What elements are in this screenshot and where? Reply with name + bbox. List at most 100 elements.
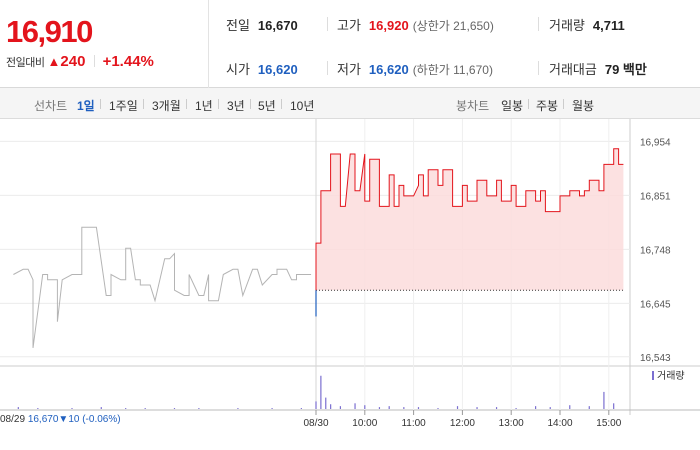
volume-bar — [237, 408, 239, 409]
volume-bar — [456, 406, 459, 409]
period-3m[interactable]: 3개월 — [152, 99, 181, 113]
volume-bar — [315, 401, 317, 409]
volume-bar — [173, 408, 176, 409]
volume-bar — [403, 407, 405, 409]
volume-bar — [339, 406, 341, 409]
lower-limit: (하한가 11,670) — [412, 63, 493, 77]
volume-bar — [613, 403, 615, 409]
volume-bar — [388, 406, 390, 409]
y-tick-label: 16,954 — [640, 137, 671, 148]
volume-bar — [271, 408, 273, 409]
volume-bar — [144, 408, 146, 409]
candle-daily[interactable]: 일봉 — [501, 99, 524, 113]
amount-value: 79 백만 — [604, 62, 647, 77]
x-tick-label: 10:00 — [352, 418, 377, 429]
volume-bar — [437, 408, 439, 409]
volume-bar — [476, 407, 478, 409]
change-line: 전일대비 ▲240 +1.44% — [6, 53, 154, 70]
series-today-line — [315, 148, 624, 317]
series-today-area — [316, 148, 624, 291]
volume-bar — [569, 405, 571, 409]
volume-label: 거래량 — [549, 18, 585, 33]
divider — [186, 99, 187, 109]
prev-day-close: 16,670 — [27, 414, 59, 425]
prev-day-change: 10 — [68, 414, 80, 425]
period-3y[interactable]: 3년 — [227, 99, 245, 113]
volume-bar — [515, 408, 517, 409]
volume-bar — [354, 403, 356, 409]
price-chart-svg: 16,954 16,851 16,748 16,645 16,543 08/30 10:00… — [0, 119, 700, 429]
price-box: 16,910 전일대비 ▲240 +1.44% — [0, 0, 209, 88]
volume-bar — [37, 408, 39, 409]
low-label: 저가 — [337, 62, 361, 77]
series-prev-day-line — [13, 226, 312, 348]
divider — [100, 99, 101, 109]
prev-day-summary: 08/29 16,670▼10 (-0.06%) — [0, 414, 121, 425]
volume-bar — [320, 375, 322, 409]
prev-close-label: 전일 — [226, 18, 250, 33]
volume-bar — [588, 406, 590, 409]
volume-bar — [549, 407, 551, 409]
stat-volume: 거래량 4,711 — [549, 15, 625, 34]
change-value: 240 — [60, 53, 86, 70]
up-triangle-icon: ▲ — [47, 54, 61, 69]
volume-bar — [535, 406, 537, 409]
period-toolbar: 선차트 1일 1주일 3개월 1년 3년 5년 10년 봉차트 일봉 주봉 월봉 — [0, 88, 700, 119]
candle-monthly[interactable]: 월봉 — [572, 99, 595, 113]
stat-low: 저가 16,620 (하한가 11,670) — [337, 59, 493, 78]
period-1w[interactable]: 1주일 — [109, 99, 138, 113]
y-tick-label: 16,851 — [640, 191, 671, 202]
volume-bar — [378, 407, 381, 409]
open-value: 16,620 — [257, 62, 298, 77]
amount-label: 거래대금 — [549, 62, 597, 77]
stat-open: 시가 16,620 — [226, 59, 298, 78]
volume-bar — [100, 407, 102, 409]
stat-amount: 거래대금 79 백만 — [549, 59, 647, 78]
divider — [528, 99, 529, 109]
volume-bar — [330, 404, 332, 409]
volume-bar — [300, 408, 302, 409]
high-value: 16,920 — [368, 18, 409, 33]
volume-legend-swatch — [652, 371, 654, 380]
stat-high: 고가 16,920 (상한가 21,650) — [337, 15, 494, 34]
price-chart: 16,954 16,851 16,748 16,645 16,543 08/30 10:00… — [0, 119, 700, 450]
x-tick-label: 12:00 — [450, 418, 475, 429]
volume-bar — [417, 407, 420, 409]
divider — [538, 61, 539, 75]
line-chart-label: 선차트 — [34, 99, 68, 113]
prev-close-value: 16,670 — [257, 18, 298, 33]
open-label: 시가 — [226, 62, 250, 77]
period-10y[interactable]: 10년 — [290, 99, 315, 113]
volume-bar — [71, 408, 73, 409]
volume-legend-label: 거래량 — [657, 370, 685, 382]
period-1d[interactable]: 1일 — [77, 99, 95, 113]
x-tick-label: 13:00 — [499, 418, 524, 429]
volume-bar — [603, 391, 605, 409]
divider — [218, 99, 219, 109]
divider — [143, 99, 144, 109]
volume-bar — [495, 407, 498, 409]
volume-bar — [325, 397, 327, 409]
prev-day-date: 08/29 — [0, 414, 26, 425]
divider — [281, 99, 282, 109]
volume-value: 4,711 — [592, 18, 625, 33]
candle-chart-label: 봉차트 — [456, 99, 490, 113]
divider — [538, 17, 539, 31]
low-value: 16,620 — [368, 62, 409, 77]
volume-bar — [198, 408, 200, 409]
period-1y[interactable]: 1년 — [195, 99, 213, 113]
change-label: 전일대비 — [6, 57, 45, 69]
x-tick-label: 14:00 — [547, 418, 572, 429]
current-price: 16,910 — [6, 14, 93, 49]
high-label: 고가 — [337, 18, 361, 33]
volume-bar — [125, 408, 127, 409]
change-percent: +1.44% — [102, 53, 154, 70]
y-tick-label: 16,748 — [640, 245, 671, 256]
stat-prev-close: 전일 16,670 — [226, 15, 298, 34]
quote-summary: 16,910 전일대비 ▲240 +1.44% 전일 16,670 고가 16,92… — [0, 0, 700, 88]
divider — [327, 61, 328, 75]
period-5y[interactable]: 5년 — [258, 99, 276, 113]
candle-weekly[interactable]: 주봉 — [536, 99, 559, 113]
y-tick-label: 16,645 — [640, 299, 671, 310]
volume-bar — [17, 407, 19, 409]
